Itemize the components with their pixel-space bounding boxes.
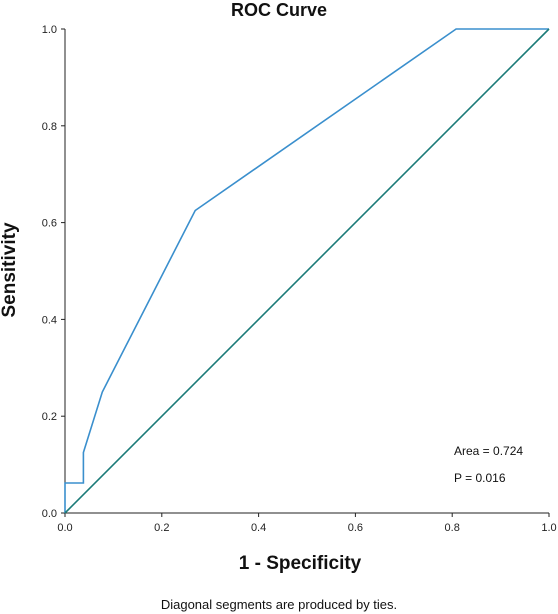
y-tick-label: 1.0 xyxy=(42,24,57,36)
x-tick-label: 0.8 xyxy=(445,522,460,534)
series-lines xyxy=(64,28,550,514)
axes xyxy=(64,29,549,514)
x-tick-label: 0.2 xyxy=(154,522,169,534)
y-tick-label: 0.2 xyxy=(42,411,57,423)
y-tick-label: 0.4 xyxy=(42,314,57,326)
p-value-annotation: P = 0.016 xyxy=(454,471,506,485)
y-tick-label: 0.0 xyxy=(42,508,57,520)
x-tick-label: 0.6 xyxy=(348,522,363,534)
x-tick-label: 0.0 xyxy=(57,522,72,534)
x-tick-label: 1.0 xyxy=(541,522,556,534)
y-tick-label: 0.8 xyxy=(42,121,57,133)
y-tick-label: 0.6 xyxy=(42,218,57,230)
reference-diagonal-line xyxy=(64,28,550,514)
x-tick-label: 0.4 xyxy=(251,522,266,534)
chart-title: ROC Curve xyxy=(230,0,328,20)
area-annotation: Area = 0.724 xyxy=(454,444,524,458)
x-axis-label: 1 - Specificity xyxy=(238,553,362,574)
footnote: Diagonal segments are produced by ties. xyxy=(160,597,398,612)
ticks: 0.0 0.2 0.4 0.6 0.8 1.0 0.0 0.2 0.4 0.6 0.8 1.0 xyxy=(42,24,557,534)
y-axis-label: Sensitivity xyxy=(0,222,20,318)
roc-curve-line xyxy=(64,28,549,513)
